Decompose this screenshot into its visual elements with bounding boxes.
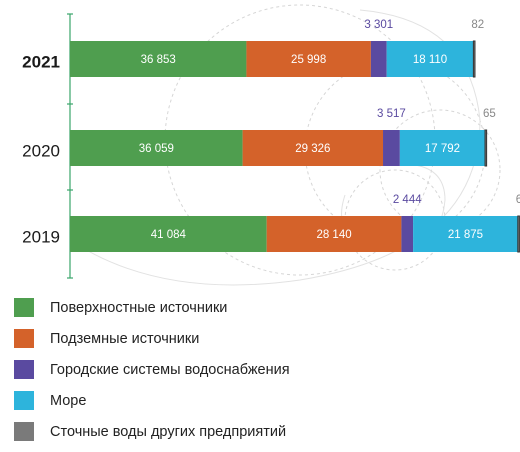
legend-item: Городские системы водоснабжения: [14, 360, 290, 379]
data-label: 3 301: [364, 19, 393, 31]
data-label: 65: [483, 108, 496, 120]
legend-item: Подземные источники: [14, 329, 290, 348]
bar-segment: [70, 41, 247, 77]
category-label: 2021: [22, 52, 60, 71]
legend-label: Городские системы водоснабжения: [50, 361, 290, 378]
legend-swatch: [14, 329, 34, 348]
data-label: 18 110: [413, 54, 447, 66]
data-label: 3 517: [377, 108, 406, 120]
legend-item: Море: [14, 391, 290, 410]
data-label: 28 140: [316, 229, 351, 241]
data-label: 66: [516, 194, 520, 206]
data-label: 41 084: [151, 229, 187, 241]
bar-segment: [413, 216, 518, 252]
category-label: 2019: [22, 227, 60, 246]
bar-segment: [386, 41, 474, 77]
legend-label: Сточные воды других предприятий: [50, 423, 287, 440]
bar-segment: [383, 130, 400, 166]
data-label: 29 326: [295, 143, 330, 155]
bar-segment: [472, 40, 476, 78]
data-label: 36 853: [141, 54, 176, 66]
bar-segment: [70, 216, 267, 252]
legend-swatch: [14, 360, 34, 379]
legend-item: Поверхностные источники: [14, 298, 290, 317]
category-label: 2020: [22, 141, 60, 160]
spiral-arc-small: [379, 109, 501, 231]
legend-swatch: [14, 298, 34, 317]
data-label: 82: [471, 19, 484, 31]
bar-segment: [246, 41, 371, 77]
bar-segment: [401, 216, 414, 252]
legend-label: Море: [50, 392, 87, 409]
data-label: 21 875: [448, 229, 483, 241]
bar-segment: [484, 129, 488, 167]
legend: Поверхностные источники Подземные источни…: [14, 298, 290, 441]
legend-label: Подземные источники: [50, 330, 200, 347]
legend-item: Сточные воды других предприятий: [14, 422, 290, 441]
data-label: 36 059: [139, 143, 174, 155]
bar-segment: [517, 215, 520, 253]
bar-segment: [370, 41, 387, 77]
legend-label: Поверхностные источники: [50, 299, 228, 316]
data-label: 25 998: [291, 54, 326, 66]
data-label: 17 792: [425, 143, 460, 155]
bar-segment: [399, 130, 486, 166]
legend-swatch: [14, 422, 34, 441]
bar-segment: [70, 130, 243, 166]
bar-segment: [266, 216, 402, 252]
legend-swatch: [14, 391, 34, 410]
data-label: 2 444: [393, 194, 422, 206]
bar-segment: [242, 130, 384, 166]
chart: 2021 36 853 25 998 3 301 18 110 82 2020 36 059 2…: [22, 4, 520, 286]
